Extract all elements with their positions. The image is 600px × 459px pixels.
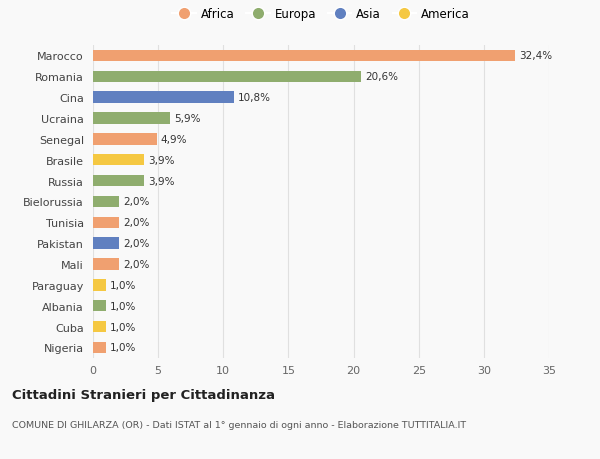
Text: 1,0%: 1,0% [110, 342, 136, 353]
Text: 2,0%: 2,0% [123, 197, 149, 207]
Text: 2,0%: 2,0% [123, 239, 149, 249]
Bar [93, 259, 119, 270]
Text: 10,8%: 10,8% [238, 93, 271, 103]
Bar [93, 321, 106, 332]
Text: 32,4%: 32,4% [519, 51, 552, 62]
Text: 1,0%: 1,0% [110, 280, 136, 290]
Bar [93, 72, 361, 83]
Bar [93, 92, 234, 104]
Bar [93, 134, 157, 145]
Bar [93, 280, 106, 291]
Legend: Africa, Europa, Asia, America: Africa, Europa, Asia, America [172, 8, 470, 21]
Bar [93, 155, 144, 166]
Text: 20,6%: 20,6% [365, 72, 398, 82]
Text: COMUNE DI GHILARZA (OR) - Dati ISTAT al 1° gennaio di ogni anno - Elaborazione T: COMUNE DI GHILARZA (OR) - Dati ISTAT al … [12, 420, 466, 429]
Text: 3,9%: 3,9% [148, 176, 174, 186]
Bar [93, 175, 144, 187]
Bar [93, 196, 119, 207]
Bar [93, 113, 170, 124]
Text: 1,0%: 1,0% [110, 301, 136, 311]
Bar [93, 50, 515, 62]
Bar [93, 342, 106, 353]
Text: 5,9%: 5,9% [174, 114, 200, 124]
Text: 3,9%: 3,9% [148, 155, 174, 165]
Text: 1,0%: 1,0% [110, 322, 136, 332]
Text: Cittadini Stranieri per Cittadinanza: Cittadini Stranieri per Cittadinanza [12, 388, 275, 401]
Text: 2,0%: 2,0% [123, 259, 149, 269]
Bar [93, 300, 106, 312]
Bar [93, 217, 119, 229]
Text: 2,0%: 2,0% [123, 218, 149, 228]
Text: 4,9%: 4,9% [161, 134, 187, 145]
Bar [93, 238, 119, 249]
